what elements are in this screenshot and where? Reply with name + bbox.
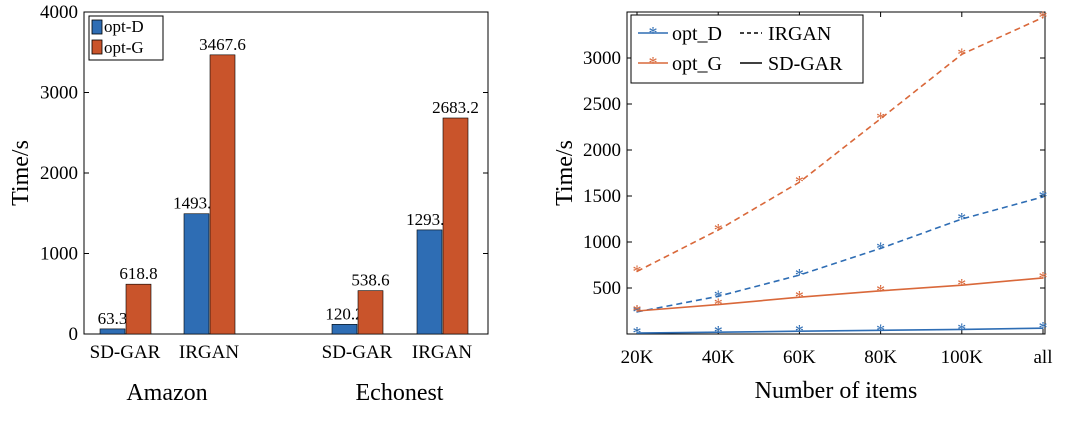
point-opt_G-IRGAN: * [957,44,966,64]
point-opt_D-SD-GAR: * [876,320,885,340]
point-opt_D-SD-GAR: * [957,319,966,339]
line-opt_D-IRGAN [636,196,1044,313]
bar-data-label: 538.6 [351,271,389,290]
legend-label-SD-GAR: SD-GAR [768,53,843,75]
line-opt_G-SD-GAR [636,277,1044,312]
x-group-label: Amazon [126,380,207,406]
bar-opt-D-2 [331,324,358,335]
point-opt_G-SD-GAR: * [1039,268,1048,288]
line-chart-xlabel: Number of items [755,378,918,404]
bar-data-label: 618.8 [119,264,157,283]
point-opt_G-IRGAN: * [633,261,642,281]
bar-opt-D-3 [416,229,443,335]
point-opt_D-SD-GAR: * [633,323,642,343]
legend-swatch-opt-D [91,19,103,35]
x-tick-label: 100K [941,347,984,368]
bar-data-label: 1293.0 [406,210,453,229]
x-tick-label: 80K [864,347,897,368]
bar-opt-D-0 [99,328,126,335]
y-tick-label: 1000 [583,232,621,253]
y-tick-label: 2000 [40,163,78,184]
y-tick-label: 1500 [583,186,621,207]
y-tick-label: 3000 [583,48,621,69]
line-chart-ylabel: Time/s [552,140,578,206]
bar-opt-D-1 [183,213,210,335]
line-chart-legend: * opt_D * opt_G IRGAN SD-GAR [630,14,864,84]
line-chart-frame [626,11,1046,335]
point-opt_G-IRGAN: * [876,109,885,129]
bar-data-label: 63.3 [98,309,128,328]
line-chart: 500 1000 1500 2000 2500 3000 20K 40K 60K 80K 100K… [552,8,1053,404]
point-opt_G-SD-GAR: * [795,287,804,307]
line-opt_D-SD-GAR [636,327,1044,334]
legend-label-opt-D: opt-D [104,17,144,36]
legend-label-opt_G: opt_G [672,53,722,75]
y-tick-label: 3000 [40,83,78,104]
legend-marker-opt_G: * [649,53,658,73]
point-opt_G-IRGAN: * [795,172,804,192]
y-tick-label: 500 [593,278,622,299]
y-tick-label: 0 [69,324,79,345]
x-tick-label: 40K [702,347,735,368]
bar-chart-legend: opt-D opt-G [88,15,164,61]
bar-opt-G-1 [209,54,236,335]
bar-opt-G-2 [357,290,384,335]
point-opt_G-IRGAN: * [714,220,723,240]
legend-label-opt-G: opt-G [104,38,144,57]
point-opt_D-SD-GAR: * [714,322,723,342]
point-opt_D-IRGAN: * [1039,187,1048,207]
x-group-label: Echonest [356,380,444,406]
x-category-label: IRGAN [179,342,239,363]
point-opt_D-IRGAN: * [876,238,885,258]
point-opt_D-IRGAN: * [795,265,804,285]
x-tick-label: all [1034,347,1053,368]
point-opt_G-SD-GAR: * [714,295,723,315]
bar-data-label: 3467.6 [199,35,246,54]
point-opt_D-SD-GAR: * [795,321,804,341]
legend-marker-opt_D: * [649,23,658,43]
line-opt_G-IRGAN [636,16,1044,273]
y-tick-label: 1000 [40,244,78,265]
bar-opt-G-0 [125,283,152,335]
legend-swatch-opt-G [91,39,103,55]
bar-chart: 0 1000 2000 3000 4000 63.3 1493.9 120.2 1293.0 6… [8,2,489,406]
bar-opt-G-3 [442,117,469,335]
point-opt_G-IRGAN: * [1039,8,1048,28]
y-tick-label: 2500 [583,94,621,115]
point-opt_D-IRGAN: * [633,302,642,322]
point-opt_G-SD-GAR: * [957,275,966,295]
bar-data-label: 1493.9 [173,194,220,213]
bar-data-label: 120.2 [325,304,363,323]
y-tick-label: 2000 [583,140,621,161]
bar-chart-ylabel: Time/s [8,140,34,206]
y-tick-label: 4000 [40,2,78,23]
point-opt_G-SD-GAR: * [876,281,885,301]
x-tick-label: 20K [621,347,654,368]
point-opt_D-IRGAN: * [714,286,723,306]
legend-label-IRGAN: IRGAN [768,23,831,45]
point-opt_G-SD-GAR: * [633,301,642,321]
point-opt_D-IRGAN: * [957,209,966,229]
x-tick-label: 60K [783,347,816,368]
x-category-label: SD-GAR [90,342,161,363]
legend-label-opt_D: opt_D [672,23,722,45]
bar-data-label: 2683.2 [432,98,479,117]
point-opt_D-SD-GAR: * [1039,318,1048,338]
x-category-label: SD-GAR [322,342,393,363]
x-category-label: IRGAN [412,342,472,363]
